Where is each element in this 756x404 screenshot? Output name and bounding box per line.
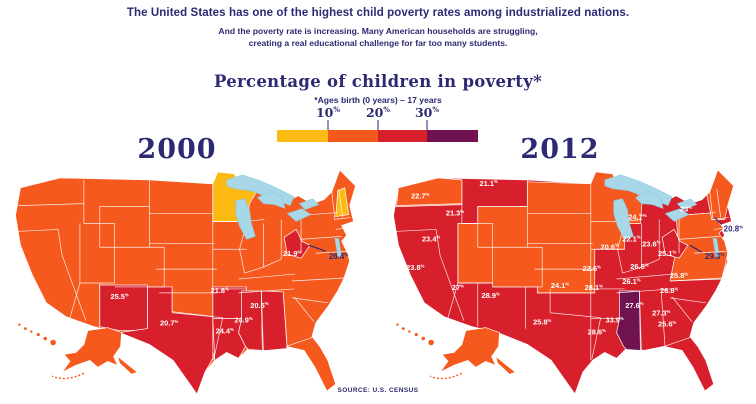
aleutian-islands-2000 [51,372,85,380]
callout-line-DC-2012 [689,244,703,253]
callout-label-DC-2012: 29.3% [705,252,724,261]
callout-label-RI-2012: 20.8% [724,224,743,233]
region-HI-2000 [23,327,27,330]
region-HI-2012 [396,323,399,326]
map-year-2012: 2012 [520,134,600,165]
value-label-NM-2012: 28.9% [482,291,500,300]
callout-line-DC-2000 [308,244,327,252]
aleutian-islands-2012 [429,372,463,380]
region-WV-2012 [661,228,689,259]
us-map-2000: 25.5% 20.7% 21.8% 24.4%24.9% 20.5% 21.9% 26.4% [15,169,357,395]
value-label-OR-2012: 22.7% [411,192,429,201]
value-label-NY-2012: 23% [680,205,692,214]
value-label-MI-2012: 24.7% [628,213,646,222]
region-HI-2000 [18,323,21,326]
great-lakes-2000 [286,208,312,222]
region-HI-2012 [428,339,434,346]
great-lakes-2012 [613,198,634,240]
value-label-AR-2000: 21.8% [211,286,229,295]
legend-title: Percentage of children in poverty* [213,72,543,91]
region-HI-2000 [50,339,56,346]
value-label-FL-2012: 25.6% [658,320,676,329]
great-lakes-2012 [664,208,690,222]
legend-tick-30: 30% [414,105,440,121]
headline: The United States has one of the highest… [126,7,630,19]
great-lakes-2000 [334,238,343,258]
region-AK-2012 [439,327,517,375]
region-HI-2012 [421,336,425,341]
value-label-NC-2012: 25.8% [670,271,688,280]
value-label-KY-2012: 26.5% [630,262,648,271]
value-label-LA-2000: 24.4% [216,327,234,336]
great-lakes-2000 [298,198,320,210]
value-label-CA-2012: 23.8% [406,263,424,272]
value-label-AL-2000: 20.5% [250,301,268,310]
great-lakes-2000 [235,198,256,240]
value-label-NM-2000: 25.5% [110,292,128,301]
value-label-MS-2000: 24.9% [234,316,252,325]
subheadline-1: And the poverty rate is increasing. Many… [218,26,538,36]
legend-bar-segment-under10 [277,130,328,142]
value-label-OH-2012: 23.6% [642,239,660,248]
state-borders-2000 [16,179,351,361]
legend-tick-10: 10% [315,105,341,121]
value-label-AL-2012: 27.6% [625,301,643,310]
value-label-IN-2012: 22.1% [622,234,640,243]
great-lakes-2000 [257,190,286,210]
value-label-OK-2012: 24.1% [551,281,569,290]
callout-line-RI-2012 [714,217,723,225]
region-HI-2000 [43,336,47,341]
great-lakes-2012 [676,198,698,210]
value-label-MS-2012: 33.9% [605,316,623,325]
region-HI-2012 [414,332,418,337]
legend-bar-segment-20to30 [378,130,427,142]
map-year-2000: 2000 [137,134,217,165]
value-label-MO-2012: 22.6% [583,264,601,273]
value-label-MT-2012: 21.1% [480,179,498,188]
legend-bar-segment-over30 [427,130,478,142]
us-map-2012: 22.7% 21.1% 21.3% 23.4% 23.8% 27% 28.9% 25.8% 24… [393,169,743,395]
region-HI-2012 [401,327,405,330]
callout-label-DC-2000: 26.4% [329,252,348,261]
legend-tick-20: 20% [365,105,391,121]
state-borders-2012 [394,179,729,361]
region-HI-2012 [408,330,411,333]
value-label-ID-2012: 21.3% [446,209,464,218]
legend-subtitle: *Ages birth (0 years) – 17 years [314,95,442,105]
region-AL-2000 [261,290,288,351]
value-label-TN-2012: 26.1% [622,277,640,286]
value-label-SC-2012: 26.8% [660,286,678,295]
value-label-WV-2012: 25.1% [658,249,676,258]
great-lakes-2012 [712,238,721,258]
source-credit: SOURCE: U.S. CENSUS [337,387,419,394]
value-label-GA-2012: 27.3% [652,309,670,318]
region-AK-2000 [61,327,139,375]
value-label-AR-2012: 28.1% [585,283,603,292]
value-label-LA-2012: 28.6% [588,328,606,337]
value-label-AZ-2012: 27% [452,283,464,292]
value-label-TX-2000: 20.7% [160,319,178,328]
region-NH-2000 [335,187,350,217]
value-label-NV-2012: 23.4% [422,234,440,243]
great-lakes-2012 [635,190,664,210]
value-label-TX-2012: 25.8% [533,318,551,327]
region-HI-2000 [30,330,33,333]
region-HI-2000 [36,332,40,337]
legend-bar-segment-10to20 [328,130,378,142]
value-label-WV-2000: 21.9% [283,249,301,258]
subheadline-2: creating a real educational challenge fo… [248,38,508,48]
value-label-IL-2012: 20.6% [601,242,619,251]
